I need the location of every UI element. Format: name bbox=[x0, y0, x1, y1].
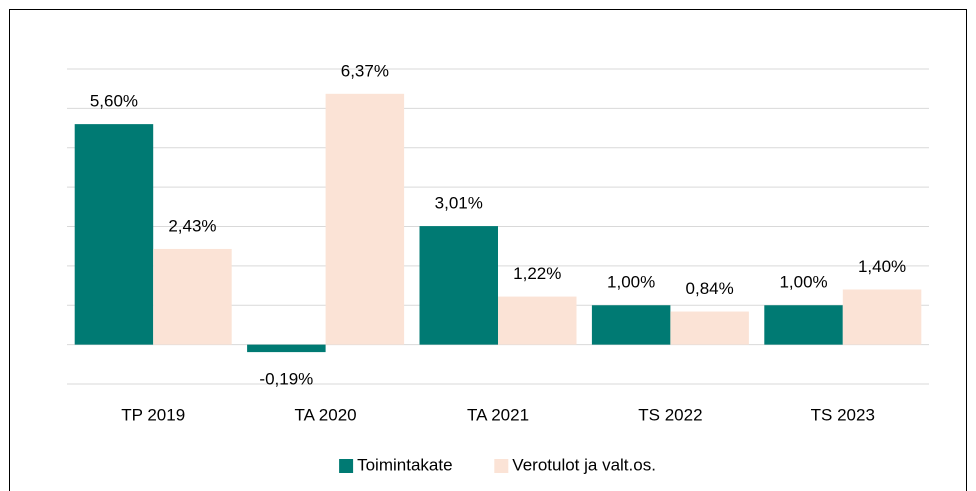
x-tick-label: TP 2019 bbox=[121, 405, 185, 424]
legend-label: Toimintakate bbox=[357, 455, 452, 474]
data-label: 2,43% bbox=[168, 216, 216, 235]
x-tick-label: TS 2023 bbox=[811, 405, 875, 424]
x-tick-label: TA 2021 bbox=[467, 405, 529, 424]
x-tick-label: TS 2022 bbox=[638, 405, 702, 424]
data-label: 3,01% bbox=[435, 194, 483, 213]
data-label: 1,22% bbox=[513, 264, 561, 283]
legend-swatch bbox=[494, 459, 509, 473]
bar bbox=[670, 311, 749, 345]
chart-frame bbox=[9, 9, 967, 491]
legend-swatch bbox=[339, 459, 354, 473]
bar bbox=[325, 93, 405, 345]
bar bbox=[153, 248, 232, 345]
bar bbox=[419, 226, 498, 345]
data-label: 1,00% bbox=[779, 273, 827, 292]
bar bbox=[498, 296, 577, 345]
data-label: 1,00% bbox=[607, 273, 655, 292]
data-label: 5,60% bbox=[90, 92, 138, 111]
data-label: 6,37% bbox=[341, 61, 389, 80]
data-label: 0,84% bbox=[686, 279, 734, 298]
x-tick-label: TA 2020 bbox=[295, 405, 357, 424]
bar bbox=[591, 305, 671, 345]
legend-label: Verotulot ja valt.os. bbox=[512, 455, 656, 474]
data-label: 1,40% bbox=[858, 257, 906, 276]
data-label: -0,19% bbox=[259, 370, 313, 389]
bar bbox=[247, 344, 326, 353]
bar bbox=[842, 289, 922, 345]
bar bbox=[74, 124, 154, 345]
bar bbox=[764, 305, 843, 345]
